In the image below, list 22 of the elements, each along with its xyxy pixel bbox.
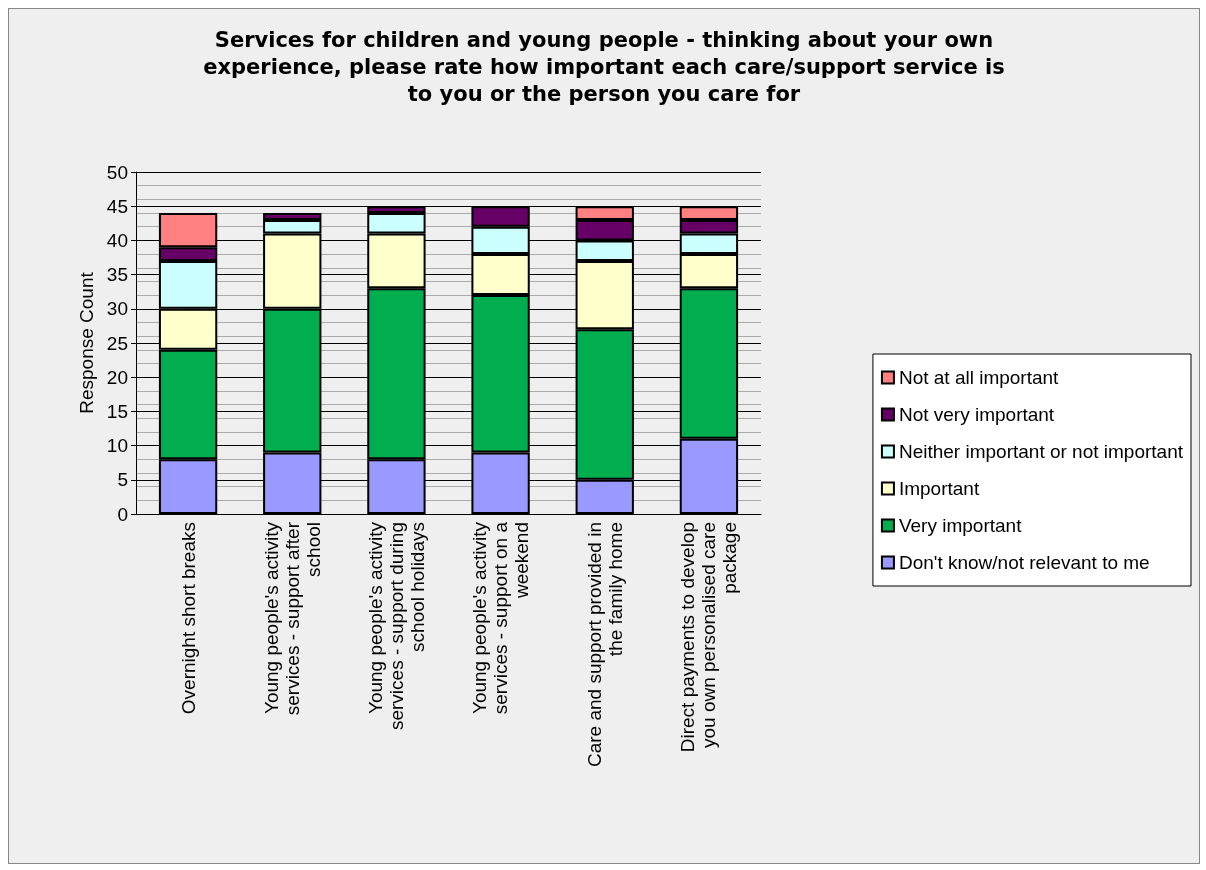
y-tick-label: 0 (117, 503, 128, 525)
legend-label: Not very important (898, 404, 1055, 425)
legend-label: Don't know/not relevant to me (898, 552, 1150, 573)
y-tick-label: 30 (106, 298, 128, 320)
y-tick-label: 50 (106, 161, 128, 183)
y-axis-title: Response Count (75, 271, 97, 414)
legend-label: Important (898, 478, 980, 499)
x-tick-label: Direct payments to develop you own personalised care package (677, 522, 741, 753)
chart-title: Services for children and young people - thinking about your own experience, please rate how important each care/support service is to you or the person you care for (203, 27, 1005, 106)
legend-label: Not at all important (898, 367, 1060, 388)
y-tick-label: 45 (106, 195, 128, 217)
y-tick-label: 25 (106, 332, 128, 354)
legend-label: Very important (898, 515, 1023, 536)
y-tick-label: 10 (106, 435, 128, 457)
legend-label: Neither important or not important (898, 441, 1184, 462)
y-tick-label: 20 (106, 366, 128, 388)
y-tick-label: 40 (106, 229, 128, 251)
y-tick-label: 15 (106, 400, 128, 422)
y-tick-label: 5 (117, 469, 128, 491)
y-tick-label: 35 (106, 264, 128, 286)
x-tick-label: Overnight short breaks (177, 522, 199, 715)
x-tick-label: Young people's activity services - support after school (260, 521, 324, 716)
